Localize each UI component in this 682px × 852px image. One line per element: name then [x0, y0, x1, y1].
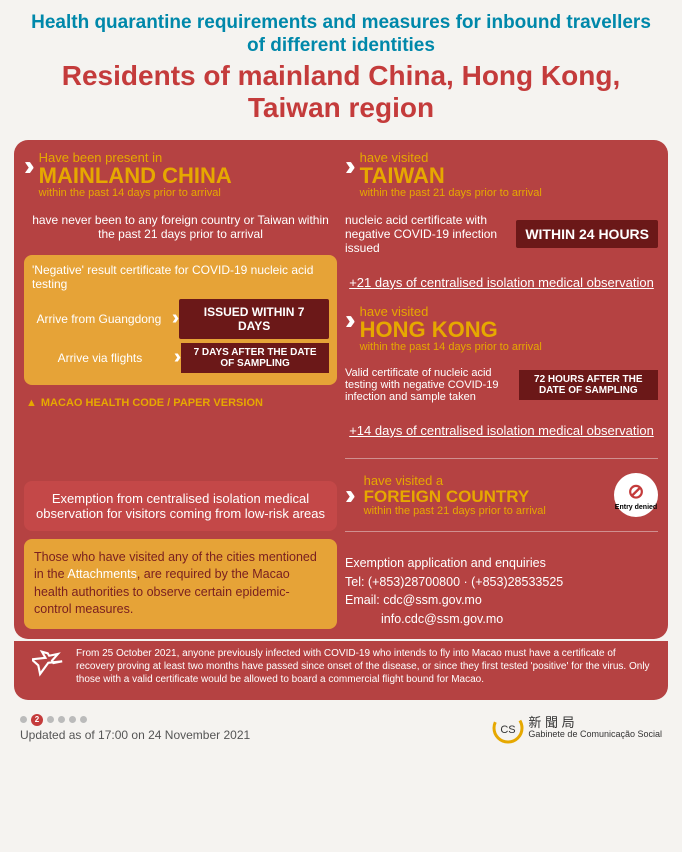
updated-text: Updated as of 17:00 on 24 November 2021: [20, 728, 250, 742]
cert-flights: Arrive via flights: [32, 351, 168, 365]
chevron-icon: ››: [172, 307, 173, 330]
taiwan-section: ›› have visited TAIWAN within the past 2…: [345, 150, 658, 199]
right-column: ›› have visited TAIWAN within the past 2…: [345, 150, 658, 629]
foreign-title: FOREIGN COUNTRY: [364, 488, 606, 505]
cert-7days: ISSUED WITHIN 7 DAYS: [179, 299, 329, 339]
contact-email2: info.cdc@ssm.gov.mo: [345, 610, 658, 629]
chevron-icon: ››: [345, 479, 348, 511]
cert-title: 'Negative' result certificate for COVID-…: [32, 263, 329, 291]
cert-guangdong: Arrive from Guangdong: [32, 312, 166, 326]
footer: 2 Updated as of 17:00 on 24 November 202…: [0, 708, 682, 748]
dot-active: 2: [31, 714, 43, 726]
attachments-box: Those who have visited any of the cities…: [24, 539, 337, 629]
taiwan-subtext: within the past 21 days prior to arrival: [360, 187, 658, 199]
china-note: have never been to any foreign country o…: [28, 213, 333, 241]
divider: [345, 531, 658, 532]
contact-tel: Tel: (+853)28700800 · (+853)28533525: [345, 573, 658, 592]
dot: [47, 716, 54, 723]
page-dots: 2: [20, 714, 250, 726]
hongkong-section: ›› have visited HONG KONG within the pas…: [345, 304, 658, 353]
certificate-box: 'Negative' result certificate for COVID-…: [24, 255, 337, 385]
dot: [20, 716, 27, 723]
contact-email1: Email: cdc@ssm.gov.mo: [345, 591, 658, 610]
svg-text:CS: CS: [501, 724, 516, 736]
airplane-icon: [32, 647, 66, 681]
hk-isolation: +14 days of centralised isolation medica…: [345, 423, 658, 438]
logo-pt: Gabinete de Comunicação Social: [528, 730, 662, 740]
plane-note: From 25 October 2021, anyone previously …: [24, 641, 658, 692]
entry-denied-badge: ⊘ Entry denied: [614, 473, 658, 517]
no-entry-icon: ⊘: [628, 479, 645, 504]
denied-label: Entry denied: [615, 504, 657, 511]
chevron-icon: ››: [24, 150, 27, 182]
infographic-page: Health quarantine requirements and measu…: [0, 0, 682, 852]
contact-info: Exemption application and enquiries Tel:…: [345, 554, 658, 629]
cert-sampling: 7 DAYS AFTER THE DATE OF SAMPLING: [181, 343, 329, 373]
logo-cn: 新 聞 局: [528, 716, 662, 730]
taiwan-req-text: nucleic acid certificate with negative C…: [345, 213, 508, 255]
china-section: ›› Have been present in MAINLAND CHINA w…: [24, 150, 337, 199]
chevron-icon: ››: [174, 346, 175, 369]
dot: [58, 716, 65, 723]
footer-left: 2 Updated as of 17:00 on 24 November 202…: [20, 714, 250, 742]
logo-icon: CS: [492, 712, 524, 744]
chevron-icon: ››: [345, 304, 348, 336]
hk-72h: 72 HOURS AFTER THE DATE OF SAMPLING: [519, 370, 658, 400]
attachments-link: Attachments: [67, 567, 136, 581]
china-subtext: within the past 14 days prior to arrival: [39, 187, 337, 199]
taiwan-req: nucleic acid certificate with negative C…: [345, 213, 658, 255]
hk-req-text: Valid certificate of nucleic acid testin…: [345, 367, 511, 403]
main-panel: ›› Have been present in MAINLAND CHINA w…: [14, 140, 668, 639]
chevron-icon: ››: [345, 150, 348, 182]
foreign-pretext: have visited a: [364, 473, 606, 488]
logo-text: 新 聞 局 Gabinete de Comunicação Social: [528, 716, 662, 740]
foreign-subtext: within the past 21 days prior to arrival: [364, 505, 606, 517]
header: Health quarantine requirements and measu…: [0, 0, 682, 132]
triangle-icon: ▲: [26, 397, 37, 409]
exemption-box: Exemption from centralised isolation med…: [24, 481, 337, 531]
hk-req: Valid certificate of nucleic acid testin…: [345, 367, 658, 403]
gcs-logo: CS 新 聞 局 Gabinete de Comunicação Social: [492, 712, 662, 744]
left-column: ›› Have been present in MAINLAND CHINA w…: [24, 150, 337, 629]
header-subtitle: Health quarantine requirements and measu…: [20, 12, 662, 58]
dot: [80, 716, 87, 723]
hk-title: HONG KONG: [360, 319, 658, 341]
foreign-section: ›› have visited a FOREIGN COUNTRY within…: [345, 473, 658, 517]
plane-text: From 25 October 2021, anyone previously …: [76, 647, 650, 686]
header-title: Residents of mainland China, Hong Kong, …: [20, 60, 662, 124]
dot: [69, 716, 76, 723]
taiwan-24h: WITHIN 24 HOURS: [516, 220, 658, 248]
divider: [345, 458, 658, 459]
contact-title: Exemption application and enquiries: [345, 554, 658, 573]
china-title: MAINLAND CHINA: [39, 165, 337, 187]
plane-note-wrap: From 25 October 2021, anyone previously …: [14, 641, 668, 700]
cert-row-1: Arrive from Guangdong ›› ISSUED WITHIN 7…: [32, 299, 329, 339]
hk-subtext: within the past 14 days prior to arrival: [360, 341, 658, 353]
macao-note: ▲MACAO HEALTH CODE / PAPER VERSION: [26, 397, 335, 409]
cert-row-2: Arrive via flights ›› 7 DAYS AFTER THE D…: [32, 343, 329, 373]
taiwan-title: TAIWAN: [360, 165, 658, 187]
taiwan-isolation: +21 days of centralised isolation medica…: [345, 275, 658, 290]
